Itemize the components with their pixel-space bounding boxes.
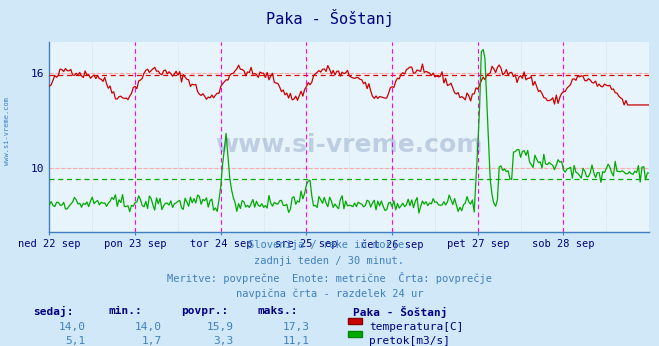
- Text: navpična črta - razdelek 24 ur: navpična črta - razdelek 24 ur: [236, 288, 423, 299]
- Text: zadnji teden / 30 minut.: zadnji teden / 30 minut.: [254, 256, 405, 266]
- Text: maks.:: maks.:: [257, 306, 297, 316]
- Text: Paka - Šoštanj: Paka - Šoštanj: [266, 9, 393, 27]
- Text: Meritve: povprečne  Enote: metrične  Črta: povprečje: Meritve: povprečne Enote: metrične Črta:…: [167, 272, 492, 284]
- Text: 1,7: 1,7: [141, 336, 161, 346]
- Text: 11,1: 11,1: [283, 336, 310, 346]
- Text: www.si-vreme.com: www.si-vreme.com: [3, 98, 10, 165]
- Text: 5,1: 5,1: [65, 336, 86, 346]
- Text: Paka - Šoštanj: Paka - Šoštanj: [353, 306, 447, 318]
- Text: www.si-vreme.com: www.si-vreme.com: [215, 133, 483, 157]
- Text: 15,9: 15,9: [207, 322, 234, 333]
- Text: 17,3: 17,3: [283, 322, 310, 333]
- Text: 14,0: 14,0: [59, 322, 86, 333]
- Text: 3,3: 3,3: [214, 336, 234, 346]
- Text: sedaj:: sedaj:: [33, 306, 73, 317]
- Text: 14,0: 14,0: [134, 322, 161, 333]
- Text: Slovenija / reke in morje.: Slovenija / reke in morje.: [248, 240, 411, 251]
- Text: pretok[m3/s]: pretok[m3/s]: [369, 336, 450, 346]
- Text: temperatura[C]: temperatura[C]: [369, 322, 463, 333]
- Text: povpr.:: povpr.:: [181, 306, 229, 316]
- Text: min.:: min.:: [109, 306, 142, 316]
